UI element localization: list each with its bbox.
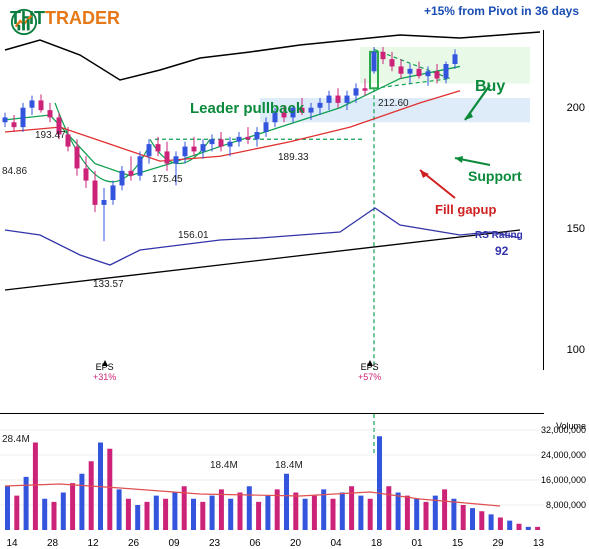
price-label: 193.47 xyxy=(35,130,66,141)
price-label: 175.45 xyxy=(152,174,183,185)
price-label: 84.86 xyxy=(2,166,27,177)
x-axis-tick: 06 xyxy=(249,538,260,549)
price-axis-tick: 150 xyxy=(567,223,585,235)
price-chart-panel: 100150200 100150200 xyxy=(0,30,544,370)
x-axis-tick: 14 xyxy=(6,538,17,549)
chart-annotation: RS Rating xyxy=(475,230,523,241)
price-axis-tick: 100 xyxy=(567,344,585,356)
price-axis-tick: 200 xyxy=(567,102,585,114)
price-label: 189.33 xyxy=(278,152,309,163)
volume-label: 18.4M xyxy=(275,460,303,471)
volume-label: 18.4M xyxy=(210,460,238,471)
eps-marker: EPS+31% xyxy=(93,362,116,382)
x-axis-tick: 04 xyxy=(330,538,341,549)
logo-text: TRADER xyxy=(45,8,120,28)
eps-marker: EPS+57% xyxy=(358,362,381,382)
chart-annotation: Fill gapup xyxy=(435,202,496,217)
chart-annotation: Support xyxy=(468,168,522,184)
x-axis-tick: 29 xyxy=(492,538,503,549)
brand-logo: THTTRADER xyxy=(10,8,120,29)
x-axis-tick: 28 xyxy=(47,538,58,549)
chart-annotation: Buy xyxy=(475,78,505,96)
price-label: 212.60 xyxy=(378,98,409,109)
volume-chart-panel: 8,000,00016,000,00024,000,00032,000,000V… xyxy=(0,413,544,533)
price-label: 133.57 xyxy=(93,279,124,290)
x-axis-tick: 20 xyxy=(290,538,301,549)
volume-axis-title: Volume xyxy=(556,421,586,431)
price-chart-svg: 100150200 xyxy=(0,30,544,370)
chart-annotation: 92 xyxy=(495,244,508,258)
volume-axis-tick: 16,000,000 xyxy=(541,475,586,485)
volume-label: 28.4M xyxy=(2,434,30,445)
price-label: 156.01 xyxy=(178,230,209,241)
volume-axis-tick: 8,000,000 xyxy=(546,500,586,510)
x-axis-tick: 13 xyxy=(533,538,544,549)
x-axis-tick: 18 xyxy=(371,538,382,549)
volume-axis-tick: 24,000,000 xyxy=(541,450,586,460)
volume-chart-svg xyxy=(0,414,544,534)
x-axis-tick: 26 xyxy=(128,538,139,549)
chart-annotation: Leader pullback xyxy=(190,100,304,117)
x-axis-tick: 01 xyxy=(411,538,422,549)
x-axis-tick: 12 xyxy=(87,538,98,549)
x-axis-tick: 15 xyxy=(452,538,463,549)
x-axis-tick: 09 xyxy=(168,538,179,549)
x-axis-tick: 23 xyxy=(209,538,220,549)
header-performance-note: +15% from Pivot in 36 days xyxy=(424,4,579,18)
